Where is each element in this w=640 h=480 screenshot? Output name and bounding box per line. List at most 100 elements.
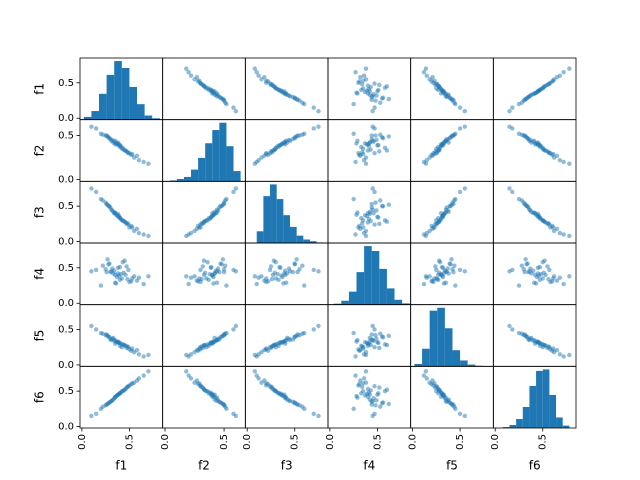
point bbox=[567, 274, 572, 279]
point bbox=[363, 66, 369, 71]
y-axis-label: f3 bbox=[33, 206, 47, 218]
point bbox=[365, 148, 371, 153]
point bbox=[525, 135, 530, 141]
point bbox=[254, 373, 259, 378]
panel bbox=[89, 124, 151, 166]
panel bbox=[83, 61, 160, 120]
hist-bar bbox=[129, 86, 138, 120]
point bbox=[201, 220, 207, 225]
point bbox=[100, 263, 106, 268]
y-axis-label: f6 bbox=[33, 391, 47, 403]
point bbox=[130, 225, 135, 230]
point bbox=[567, 352, 572, 358]
panel bbox=[351, 186, 392, 239]
point bbox=[531, 337, 537, 343]
hist-bar bbox=[205, 143, 213, 182]
panel bbox=[414, 307, 491, 367]
point bbox=[372, 150, 377, 156]
point bbox=[198, 81, 203, 86]
point bbox=[452, 263, 457, 268]
point bbox=[282, 140, 287, 145]
point bbox=[421, 373, 427, 378]
point bbox=[295, 269, 300, 275]
point bbox=[184, 66, 189, 71]
point bbox=[200, 264, 206, 269]
point bbox=[519, 100, 525, 105]
panel bbox=[184, 186, 239, 239]
point bbox=[561, 159, 566, 165]
hist-bar bbox=[256, 231, 264, 243]
point bbox=[218, 95, 223, 100]
point bbox=[208, 87, 214, 93]
point bbox=[134, 278, 140, 283]
point bbox=[215, 266, 221, 271]
point bbox=[117, 215, 123, 220]
point bbox=[380, 135, 386, 141]
hist-bar bbox=[183, 176, 192, 182]
point bbox=[212, 271, 217, 276]
point bbox=[360, 381, 366, 386]
point bbox=[351, 330, 356, 336]
point bbox=[276, 277, 281, 283]
point bbox=[231, 189, 236, 195]
point bbox=[439, 215, 445, 220]
point bbox=[100, 331, 106, 336]
hist-bar bbox=[289, 226, 297, 243]
point bbox=[300, 404, 305, 409]
x-axis-label: f6 bbox=[529, 459, 541, 473]
x-tick-label: 0.0 bbox=[325, 434, 336, 450]
point bbox=[540, 259, 545, 265]
point bbox=[543, 272, 548, 278]
point bbox=[316, 413, 321, 419]
y-tick-label: 0.0 bbox=[58, 237, 74, 248]
point bbox=[372, 222, 377, 227]
point bbox=[378, 100, 383, 105]
point bbox=[233, 323, 239, 329]
point bbox=[372, 105, 377, 110]
point bbox=[146, 274, 151, 279]
point bbox=[525, 261, 530, 266]
point bbox=[114, 274, 120, 280]
hist-bar bbox=[121, 67, 130, 120]
hist-bar bbox=[212, 130, 220, 182]
point bbox=[355, 138, 360, 144]
point bbox=[104, 332, 109, 337]
point bbox=[507, 108, 512, 114]
point bbox=[134, 378, 140, 383]
point bbox=[252, 369, 258, 374]
point bbox=[535, 211, 541, 217]
point bbox=[376, 340, 381, 346]
point bbox=[277, 264, 282, 270]
point bbox=[373, 332, 378, 338]
point bbox=[547, 150, 552, 156]
point bbox=[201, 386, 207, 392]
hist-bar bbox=[152, 118, 160, 120]
point bbox=[365, 220, 371, 225]
point bbox=[441, 211, 447, 217]
point bbox=[221, 269, 227, 275]
point bbox=[316, 323, 321, 329]
point bbox=[359, 87, 364, 93]
point bbox=[543, 83, 548, 88]
point bbox=[531, 280, 537, 285]
x-axis-label: f3 bbox=[281, 459, 293, 473]
point bbox=[380, 95, 386, 100]
panel bbox=[252, 323, 321, 359]
point bbox=[369, 201, 374, 207]
point bbox=[439, 264, 445, 270]
point bbox=[372, 383, 377, 389]
point bbox=[374, 208, 379, 213]
point bbox=[126, 222, 131, 227]
hist-bar bbox=[91, 111, 100, 120]
panel bbox=[421, 369, 468, 419]
point bbox=[535, 89, 541, 94]
point bbox=[282, 339, 287, 344]
point bbox=[557, 157, 563, 163]
point bbox=[510, 105, 515, 110]
hist-bar bbox=[422, 348, 430, 367]
panel bbox=[351, 369, 392, 419]
point bbox=[377, 221, 382, 227]
hist-bar bbox=[270, 184, 277, 243]
hist-bar bbox=[542, 369, 550, 428]
point bbox=[184, 369, 189, 374]
